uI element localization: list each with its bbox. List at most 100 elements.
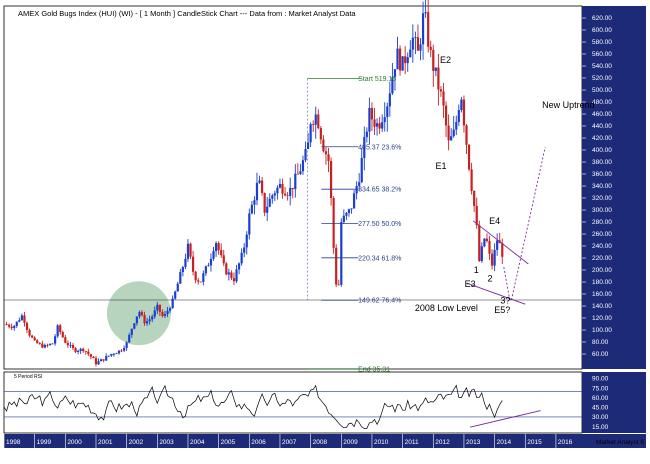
rsi-series [3, 384, 582, 429]
candle-body [158, 304, 161, 312]
candle-body [488, 241, 491, 254]
candle-body [8, 324, 11, 327]
candle-body [179, 272, 182, 284]
candle-body [143, 315, 146, 324]
rsi-tick-label: 90.00 [592, 376, 609, 383]
rsi-axis-panel [582, 372, 646, 433]
y-tick-label: 620.00 [592, 15, 612, 22]
candle-body [342, 215, 345, 223]
y-tick-label: 480.00 [592, 99, 612, 106]
year-label: 2014 [497, 439, 512, 446]
candle-body [161, 311, 164, 316]
year-label: 2007 [282, 439, 297, 446]
candle-body [235, 269, 238, 282]
candle-body [312, 124, 315, 125]
candle-body [89, 354, 92, 357]
fib-start-label: Start 519.16 [358, 76, 396, 83]
candle-body [404, 56, 407, 64]
candle-body [480, 246, 483, 261]
candle-body [84, 351, 87, 352]
candle-body [273, 193, 276, 196]
candle-body [102, 359, 105, 361]
candle-body [319, 128, 322, 140]
candle-body [457, 110, 460, 122]
candle-body [460, 99, 463, 111]
candle-body [120, 350, 123, 352]
candle-body [117, 350, 121, 354]
candle-body [232, 278, 236, 282]
candle-body [337, 284, 340, 286]
year-label: 2012 [435, 439, 450, 446]
rsi-plot-area [3, 371, 583, 434]
candle-body [133, 323, 136, 329]
candle-body [332, 198, 335, 248]
candle-body [197, 280, 200, 282]
candle-body [94, 358, 98, 365]
fib-level-label: 405.37 23.6% [358, 144, 401, 151]
candle-body [496, 240, 499, 250]
candle-body [248, 213, 251, 235]
candle-body [378, 123, 381, 129]
y-tick-label: 60.00 [592, 351, 609, 358]
candle-body [199, 281, 202, 283]
rsi-line [3, 384, 503, 429]
candle-body [46, 345, 49, 346]
year-label: 1998 [6, 439, 21, 446]
candle-body [386, 106, 389, 118]
candle-body [304, 149, 307, 161]
price-axis: 60.00 80.00 100.00 120.00 140.00 160.00 180.00… [582, 15, 612, 358]
candle-body [335, 247, 338, 285]
y-tick-label: 80.00 [592, 339, 609, 346]
candle-body [222, 255, 225, 264]
candle-body [255, 182, 259, 201]
candle-body [217, 243, 220, 251]
candle-body [38, 343, 41, 344]
wave-label: E4 [489, 216, 500, 226]
year-label: 2004 [190, 439, 205, 446]
candle-body [69, 344, 72, 346]
candle-body [278, 184, 282, 188]
candle-body [33, 337, 36, 341]
fib-end-label: End 35.31 [358, 366, 390, 373]
rsi-axis: 15.00 30.00 45.00 60.00 75.00 90.00 [592, 376, 609, 431]
candle-body [281, 184, 284, 194]
candle-body [130, 328, 133, 335]
candle-body [462, 99, 466, 126]
rsi-tick-label: 15.00 [592, 424, 609, 431]
candle-body [87, 351, 90, 355]
candle-body [501, 243, 504, 257]
year-label: 2011 [405, 439, 419, 446]
candle-body [450, 136, 453, 141]
y-tick-label: 100.00 [592, 327, 612, 334]
candle-body [260, 180, 264, 194]
y-tick-label: 340.00 [592, 183, 612, 190]
candle-body [358, 182, 361, 187]
candle-body [475, 205, 478, 226]
candle-body [112, 353, 115, 355]
candle-body [388, 93, 391, 107]
candle-body [77, 350, 80, 352]
candle-body [437, 67, 440, 90]
candle-body [61, 332, 64, 338]
candle-body [54, 336, 57, 344]
candle-body [194, 271, 197, 281]
y-tick-label: 460.00 [592, 111, 612, 118]
candle-body [355, 186, 358, 194]
y-tick-label: 360.00 [592, 171, 612, 178]
candle-body [31, 335, 34, 338]
candle-body [409, 49, 412, 58]
candle-body [347, 209, 351, 213]
candle-body [245, 234, 248, 248]
wave-label: 1 [474, 265, 479, 275]
candle-body [473, 190, 476, 206]
y-tick-label: 400.00 [592, 147, 612, 154]
candle-body [452, 129, 455, 137]
wave-label: E3 [465, 279, 476, 289]
candle-body [163, 314, 167, 316]
year-label: 2001 [98, 439, 113, 446]
year-label: 2010 [374, 439, 389, 446]
candle-body [345, 212, 348, 216]
brand-label: Market Analyst 6 [596, 439, 644, 446]
candle-body [276, 187, 279, 194]
